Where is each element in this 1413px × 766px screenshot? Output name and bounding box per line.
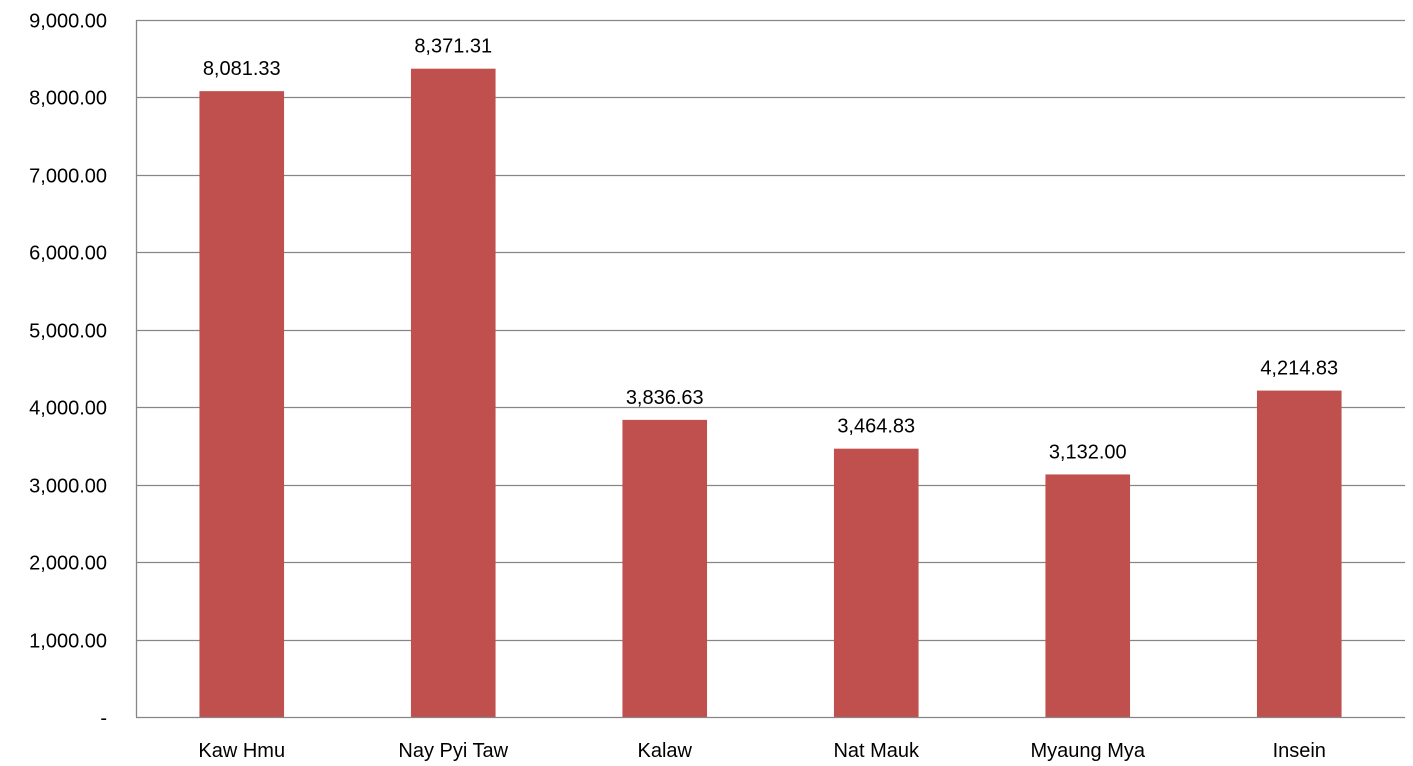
data-label: 4,214.83 xyxy=(1260,358,1338,380)
x-tick-label: Kalaw xyxy=(638,740,693,762)
x-tick-label: Myaung Mya xyxy=(1031,740,1146,762)
bar xyxy=(833,448,919,717)
bar xyxy=(622,419,708,717)
data-label: 8,081.33 xyxy=(203,58,281,80)
x-tick-label: Nay Pyi Taw xyxy=(398,740,508,762)
y-tick-label: 2,000.00 xyxy=(29,553,107,575)
y-tick-label: 5,000.00 xyxy=(29,321,107,343)
y-tick-label: 6,000.00 xyxy=(29,243,107,265)
bar xyxy=(1045,474,1131,717)
bar xyxy=(1256,390,1342,717)
data-labels: 8,081.33 8,371.31 3,836.63 3,464.83 3,132.00… xyxy=(203,36,1338,464)
bar xyxy=(410,68,496,718)
data-label: 3,464.83 xyxy=(837,416,915,438)
x-axis-tick-labels: Kaw Hmu Nay Pyi Taw Kalaw Nat Mauk Myaung My… xyxy=(198,740,1326,762)
y-tick-label: 3,000.00 xyxy=(29,476,107,498)
y-tick-label: - xyxy=(100,708,107,730)
y-tick-label: 4,000.00 xyxy=(29,398,107,420)
gridlines xyxy=(136,19,1405,642)
bars xyxy=(199,68,1342,718)
x-tick-label: Insein xyxy=(1273,740,1326,762)
y-tick-label: 7,000.00 xyxy=(29,166,107,188)
axes xyxy=(135,20,1405,719)
y-tick-label: 1,000.00 xyxy=(29,631,107,653)
x-tick-label: Kaw Hmu xyxy=(198,740,285,762)
y-tick-label: 8,000.00 xyxy=(29,88,107,110)
y-axis-tick-labels: - 1,000.00 2,000.00 3,000.00 4,000.00 5,000.0… xyxy=(29,11,107,730)
x-tick-label: Nat Mauk xyxy=(833,740,920,762)
data-label: 3,836.63 xyxy=(626,387,704,409)
data-label: 3,132.00 xyxy=(1049,441,1127,463)
data-label: 8,371.31 xyxy=(414,36,492,58)
bar xyxy=(199,91,285,718)
y-tick-label: 9,000.00 xyxy=(29,11,107,33)
